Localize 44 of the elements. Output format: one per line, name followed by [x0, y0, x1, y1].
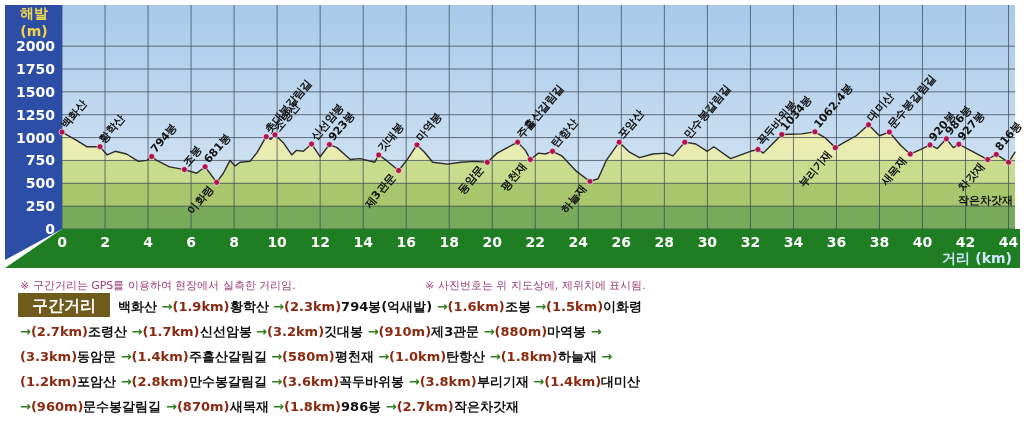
y-tick-label: 1500 [16, 83, 56, 100]
x-tick-label: 10 [267, 234, 288, 250]
x-tick-label: 6 [186, 234, 196, 250]
x-tick-label: 44 [998, 234, 1019, 250]
text: ※ 사진번호는 위 지도상에, 제위치에 표시됨. [425, 279, 646, 292]
x-tick-label: 8 [229, 234, 239, 250]
y-tick-label: 1250 [16, 106, 56, 123]
x-tick-label: 42 [955, 234, 976, 250]
x-tick-label: 12 [310, 234, 330, 250]
y-axis-title: 해발 (m) [20, 5, 48, 39]
text: (3.3km)동암문 →(1.4km)주흘산갈림길 →(580m)평천재 →(1.0km)탄항산 →(1.8km)하늘재 → [20, 349, 613, 364]
y-tick-label: 1000 [16, 129, 56, 146]
y-tick-label: 750 [25, 152, 56, 169]
y-tick-label: 1750 [16, 61, 56, 77]
x-tick-label: 22 [525, 234, 546, 250]
y-tick-label: 0 [45, 221, 56, 237]
x-tick-label: 0 [57, 234, 68, 250]
x-tick-label: 16 [396, 234, 416, 250]
text: (1.2km)포암산 →(2.8km)만수봉갈림길 →(3.6km)꼭두바위봉 →(3.8km)부리기재 →(1.4km)대미산 [20, 374, 641, 389]
x-tick-label: 34 [783, 234, 804, 250]
x-tick-label: 30 [697, 234, 718, 250]
x-tick-label: 40 [912, 234, 933, 250]
text: 백화산 →(1.9km)황학산 →(2.3km)794봉(억새밭) →(1.6km)조봉 →(1.5km)이화령 [118, 299, 643, 314]
text: →(960m)문수봉갈림길 →(870m)새목재 →(1.8km)986봉 →(2.7km)작은차갓재 [20, 399, 519, 414]
x-axis-title: 거리 (km) [942, 250, 1012, 266]
text: 구간거리 [32, 296, 96, 315]
x-tick-label: 38 [869, 234, 890, 250]
annotation: 작은차갓재 [958, 194, 1013, 207]
y-tick-label: 250 [25, 198, 56, 215]
x-tick-label: 14 [353, 234, 374, 250]
x-tick-label: 4 [143, 234, 154, 250]
text: ※ 구간거리는 GPS를 이용하여 현장에서 실측한 거리임. [20, 279, 296, 292]
x-tick-label: 18 [439, 234, 459, 250]
y-tick-label: 500 [25, 175, 56, 192]
x-tick-label: 26 [611, 234, 632, 250]
y-tick-label: 2000 [16, 38, 56, 55]
annotation: 조봉 [180, 143, 205, 169]
text: →(2.7km)조령산 →(1.7km)신선암봉 →(3.2km)깃대봉 →(910m)제3관문 →(880m)마역봉 → [20, 324, 602, 339]
x-tick-label: 24 [568, 234, 589, 250]
x-tick-label: 32 [740, 234, 761, 250]
x-tick-label: 20 [482, 234, 503, 250]
x-tick-label: 36 [826, 234, 847, 250]
x-tick-label: 2 [100, 234, 110, 250]
x-tick-label: 28 [654, 234, 675, 250]
